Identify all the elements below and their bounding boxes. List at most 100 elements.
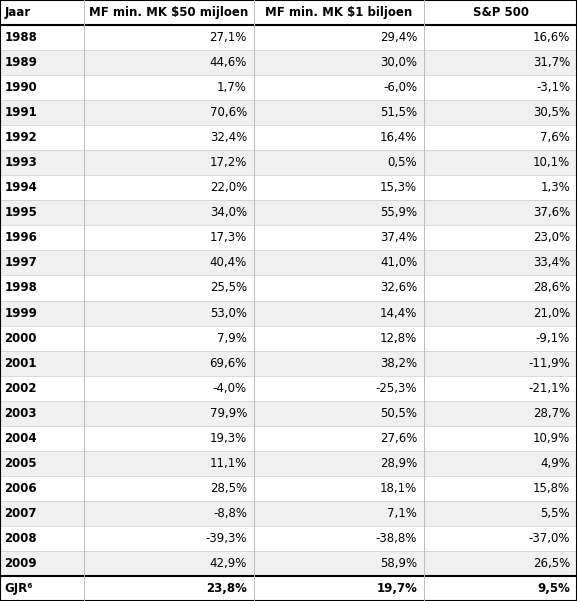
Text: GJR⁶: GJR⁶ — [5, 582, 33, 595]
Text: 38,2%: 38,2% — [380, 356, 417, 370]
Text: 17,2%: 17,2% — [209, 156, 247, 169]
Text: 29,4%: 29,4% — [380, 31, 417, 44]
Text: 41,0%: 41,0% — [380, 257, 417, 269]
Bar — [0, 326, 577, 350]
Text: 23,8%: 23,8% — [206, 582, 247, 595]
Text: 22,0%: 22,0% — [209, 182, 247, 194]
Text: 30,5%: 30,5% — [533, 106, 570, 119]
Text: 2007: 2007 — [5, 507, 37, 520]
Text: 17,3%: 17,3% — [209, 231, 247, 245]
Text: -38,8%: -38,8% — [376, 532, 417, 545]
Bar — [0, 225, 577, 251]
Text: 42,9%: 42,9% — [209, 557, 247, 570]
Bar — [0, 501, 577, 526]
Text: 37,6%: 37,6% — [533, 206, 570, 219]
Text: 28,6%: 28,6% — [533, 281, 570, 294]
Text: 1,7%: 1,7% — [217, 81, 247, 94]
Text: 2004: 2004 — [5, 432, 38, 445]
Text: 55,9%: 55,9% — [380, 206, 417, 219]
Bar — [0, 401, 577, 426]
Text: 2002: 2002 — [5, 382, 37, 395]
Text: 26,5%: 26,5% — [533, 557, 570, 570]
Text: 53,0%: 53,0% — [210, 307, 247, 320]
Text: 79,9%: 79,9% — [209, 407, 247, 419]
Text: 2008: 2008 — [5, 532, 38, 545]
Text: 70,6%: 70,6% — [209, 106, 247, 119]
Text: -6,0%: -6,0% — [383, 81, 417, 94]
Text: 7,1%: 7,1% — [387, 507, 417, 520]
Text: 1993: 1993 — [5, 156, 38, 169]
Text: -21,1%: -21,1% — [529, 382, 570, 395]
Text: 18,1%: 18,1% — [380, 482, 417, 495]
Text: 1991: 1991 — [5, 106, 38, 119]
Text: 16,4%: 16,4% — [380, 131, 417, 144]
Text: -25,3%: -25,3% — [376, 382, 417, 395]
Text: 21,0%: 21,0% — [533, 307, 570, 320]
Text: 23,0%: 23,0% — [533, 231, 570, 245]
Bar — [0, 451, 577, 476]
Text: 2001: 2001 — [5, 356, 37, 370]
Text: 11,1%: 11,1% — [209, 457, 247, 470]
Text: 0,5%: 0,5% — [388, 156, 417, 169]
Text: 37,4%: 37,4% — [380, 231, 417, 245]
Bar — [0, 75, 577, 100]
Bar — [0, 426, 577, 451]
Text: 1995: 1995 — [5, 206, 38, 219]
Text: 1996: 1996 — [5, 231, 38, 245]
Text: 31,7%: 31,7% — [533, 56, 570, 69]
Text: 30,0%: 30,0% — [380, 56, 417, 69]
Text: 28,9%: 28,9% — [380, 457, 417, 470]
Text: 28,5%: 28,5% — [210, 482, 247, 495]
Text: -3,1%: -3,1% — [536, 81, 570, 94]
Text: 1988: 1988 — [5, 31, 38, 44]
Text: 14,4%: 14,4% — [380, 307, 417, 320]
Text: 2005: 2005 — [5, 457, 38, 470]
Text: 34,0%: 34,0% — [210, 206, 247, 219]
Text: -9,1%: -9,1% — [536, 332, 570, 344]
Text: 2009: 2009 — [5, 557, 38, 570]
Text: -4,0%: -4,0% — [213, 382, 247, 395]
Bar — [0, 100, 577, 125]
Text: 7,6%: 7,6% — [540, 131, 570, 144]
Text: -8,8%: -8,8% — [213, 507, 247, 520]
Text: 16,6%: 16,6% — [533, 31, 570, 44]
Bar — [0, 551, 577, 576]
Text: MF min. MK $50 mijloen: MF min. MK $50 mijloen — [89, 6, 248, 19]
Bar — [0, 50, 577, 75]
Text: 10,1%: 10,1% — [533, 156, 570, 169]
Text: 44,6%: 44,6% — [209, 56, 247, 69]
Text: 27,1%: 27,1% — [209, 31, 247, 44]
Text: 32,4%: 32,4% — [209, 131, 247, 144]
Bar — [0, 25, 577, 50]
Bar — [0, 376, 577, 401]
Text: 51,5%: 51,5% — [380, 106, 417, 119]
Text: 1989: 1989 — [5, 56, 38, 69]
Text: MF min. MK $1 biljoen: MF min. MK $1 biljoen — [265, 6, 413, 19]
Text: 32,6%: 32,6% — [380, 281, 417, 294]
Text: 1994: 1994 — [5, 182, 38, 194]
Text: 19,3%: 19,3% — [209, 432, 247, 445]
Text: 2003: 2003 — [5, 407, 37, 419]
Bar — [0, 125, 577, 150]
Bar — [0, 476, 577, 501]
Text: 40,4%: 40,4% — [209, 257, 247, 269]
Text: 27,6%: 27,6% — [380, 432, 417, 445]
Text: 19,7%: 19,7% — [376, 582, 417, 595]
Text: 58,9%: 58,9% — [380, 557, 417, 570]
Text: 1998: 1998 — [5, 281, 38, 294]
Text: 15,8%: 15,8% — [533, 482, 570, 495]
Text: 15,3%: 15,3% — [380, 182, 417, 194]
Bar — [0, 300, 577, 326]
Bar — [0, 275, 577, 300]
Text: 1992: 1992 — [5, 131, 38, 144]
Text: 1997: 1997 — [5, 257, 38, 269]
Text: 4,9%: 4,9% — [540, 457, 570, 470]
Text: 50,5%: 50,5% — [380, 407, 417, 419]
Bar — [0, 0, 577, 25]
Text: 69,6%: 69,6% — [209, 356, 247, 370]
Text: S&P 500: S&P 500 — [473, 6, 529, 19]
Text: -11,9%: -11,9% — [529, 356, 570, 370]
Text: 1990: 1990 — [5, 81, 38, 94]
Text: 2006: 2006 — [5, 482, 38, 495]
Bar — [0, 175, 577, 200]
